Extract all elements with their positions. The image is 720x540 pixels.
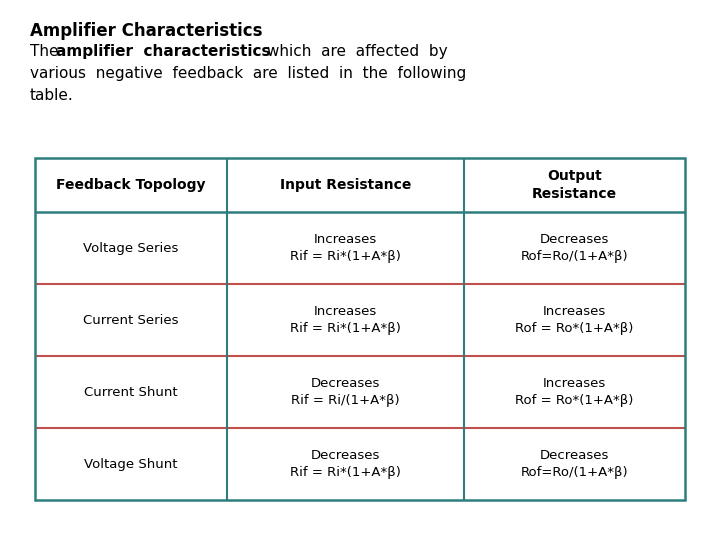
Text: Current Shunt: Current Shunt — [84, 386, 178, 399]
Text: Increases
Rof = Ro*(1+A*β): Increases Rof = Ro*(1+A*β) — [516, 305, 634, 335]
Text: Increases
Rif = Ri*(1+A*β): Increases Rif = Ri*(1+A*β) — [290, 305, 401, 335]
Text: which  are  affected  by: which are affected by — [262, 44, 448, 59]
Text: Voltage Series: Voltage Series — [84, 241, 179, 254]
Text: amplifier  characteristics: amplifier characteristics — [56, 44, 271, 59]
Text: Increases
Rif = Ri*(1+A*β): Increases Rif = Ri*(1+A*β) — [290, 233, 401, 263]
Text: Voltage Shunt: Voltage Shunt — [84, 457, 178, 470]
Text: Output
Resistance: Output Resistance — [532, 169, 617, 201]
Text: Current Series: Current Series — [83, 314, 179, 327]
Text: Decreases
Rif = Ri/(1+A*β): Decreases Rif = Ri/(1+A*β) — [291, 377, 400, 407]
Text: Input Resistance: Input Resistance — [279, 178, 411, 192]
Text: Decreases
Rof=Ro/(1+A*β): Decreases Rof=Ro/(1+A*β) — [521, 449, 629, 479]
Text: table.: table. — [30, 88, 73, 103]
Text: Decreases
Rif = Ri*(1+A*β): Decreases Rif = Ri*(1+A*β) — [290, 449, 401, 479]
Bar — [35, 158, 685, 500]
Text: various  negative  feedback  are  listed  in  the  following: various negative feedback are listed in … — [30, 66, 467, 81]
Text: Increases
Rof = Ro*(1+A*β): Increases Rof = Ro*(1+A*β) — [516, 377, 634, 407]
Text: The: The — [30, 44, 63, 59]
Text: Amplifier Characteristics: Amplifier Characteristics — [30, 22, 263, 40]
Text: Decreases
Rof=Ro/(1+A*β): Decreases Rof=Ro/(1+A*β) — [521, 233, 629, 263]
Text: Feedback Topology: Feedback Topology — [56, 178, 206, 192]
